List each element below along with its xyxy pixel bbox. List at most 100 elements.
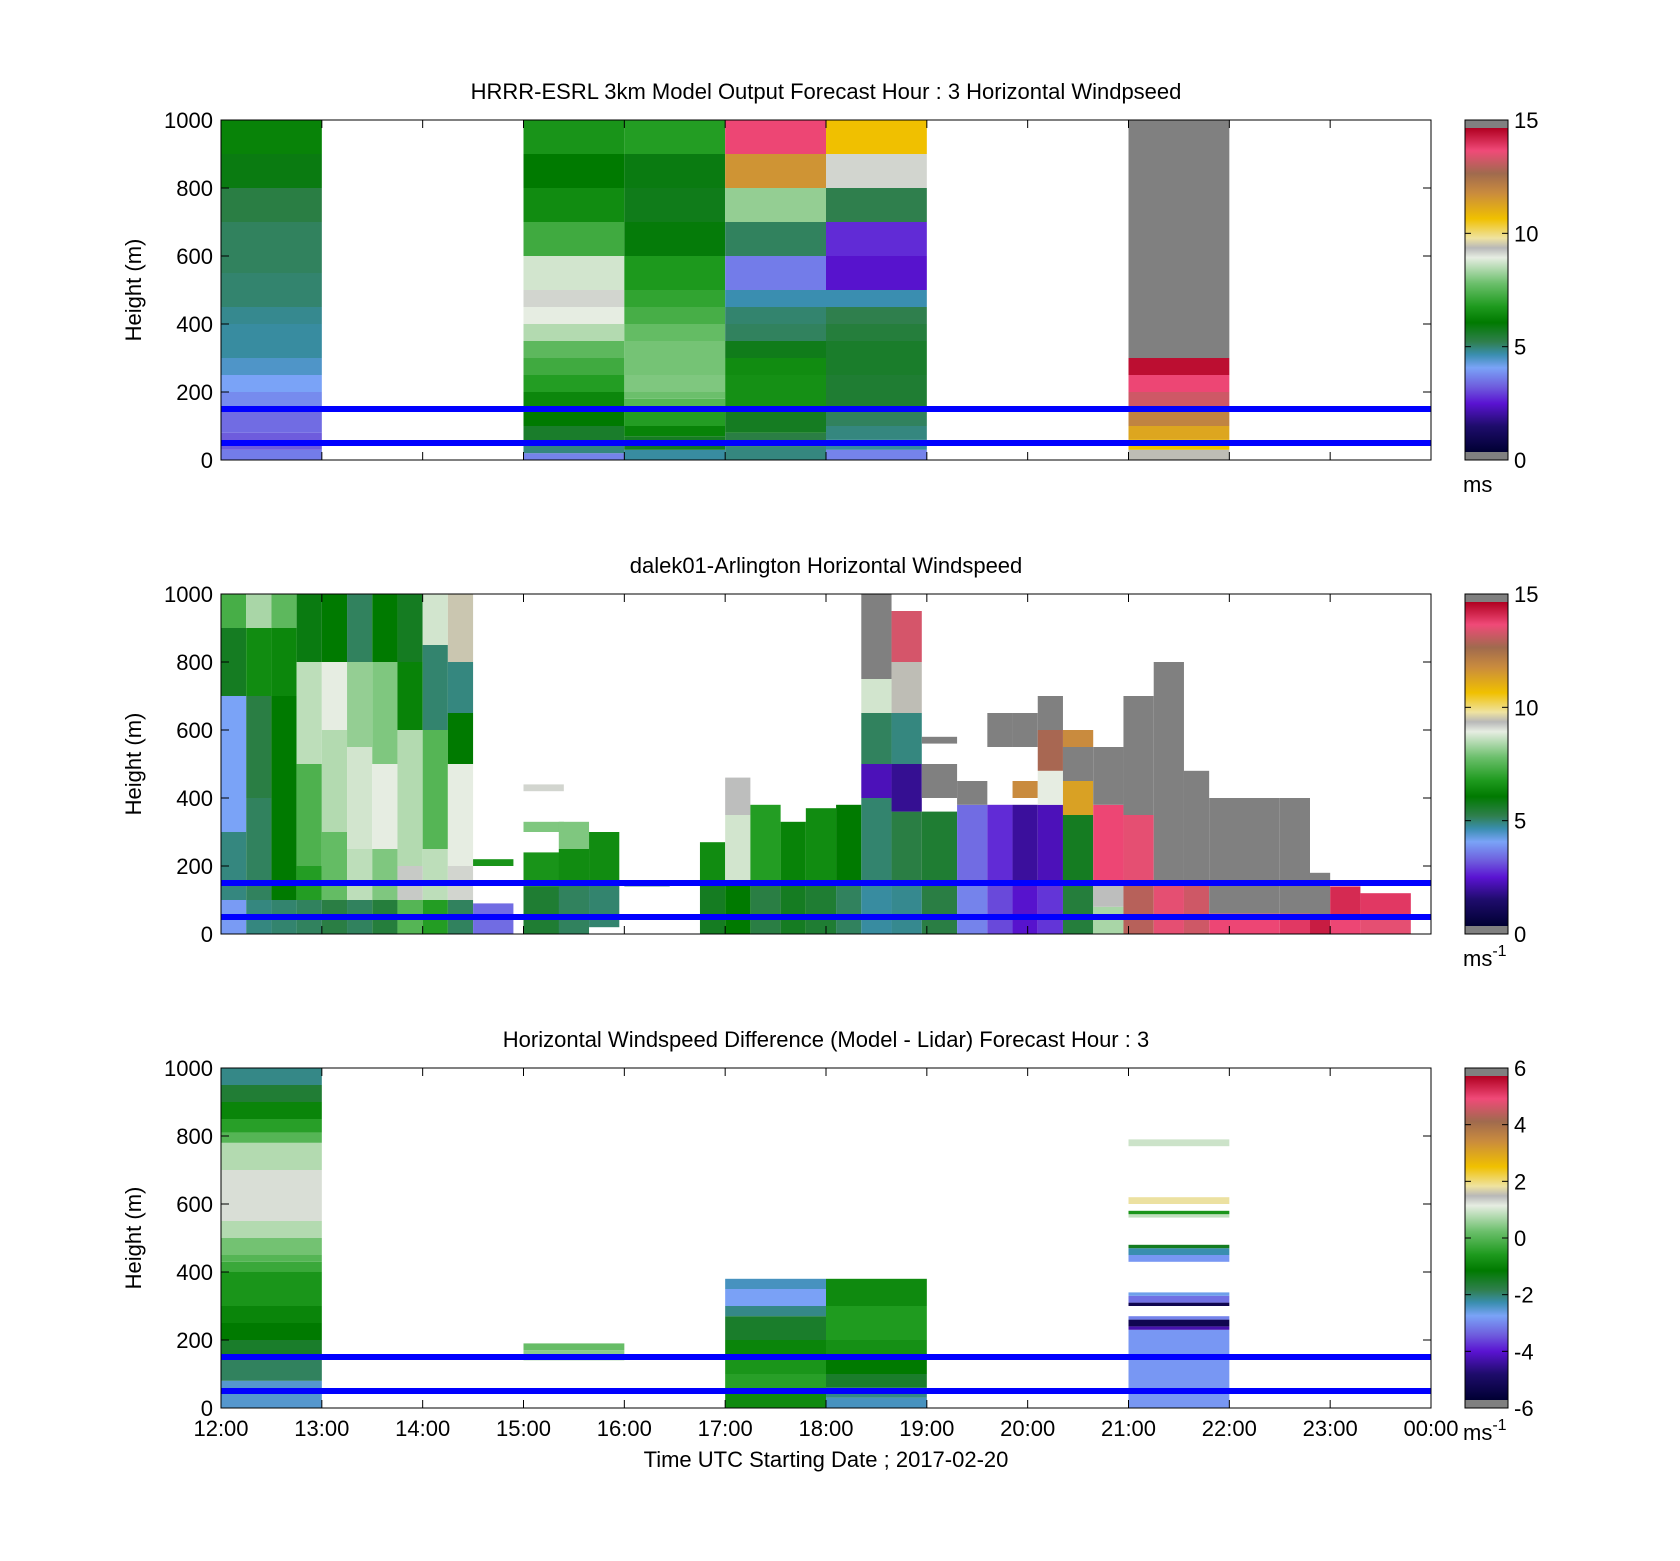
colorbar-frame [1464, 593, 1509, 935]
heatmap-cell [1062, 781, 1094, 815]
heatmap-cell [296, 662, 322, 764]
heatmap-cell [397, 594, 423, 662]
y-tick-label: 600 [176, 244, 213, 269]
heatmap-cell [921, 764, 958, 798]
colorbar-tick-label: 0 [1514, 1226, 1526, 1251]
heatmap-cell [725, 188, 826, 222]
heatmap-cell [347, 662, 373, 747]
colorbar-tick-label: 15 [1514, 582, 1538, 607]
heatmap-cell [1209, 798, 1280, 914]
y-tick-label: 800 [176, 650, 213, 675]
heatmap-cell [523, 341, 625, 358]
heatmap-cell [1128, 120, 1230, 358]
heatmap-cell [221, 1170, 322, 1221]
colorbar: 15 10 5 0 ms [1463, 108, 1538, 497]
heatmap-cell [447, 764, 474, 866]
heatmap-cell [624, 375, 726, 392]
heatmap-cell [1128, 1292, 1230, 1296]
heatmap-cell [805, 808, 837, 883]
colorbar-tick-label: -4 [1514, 1339, 1534, 1364]
y-tick-label: 200 [176, 380, 213, 405]
heatmap-cell [826, 324, 927, 341]
heatmap-cell [1153, 662, 1184, 832]
heatmap-cell [589, 883, 620, 928]
heatmap-cell [422, 594, 448, 645]
heatmap-cell [422, 730, 448, 849]
heatmap-cell [750, 804, 781, 883]
heatmap-cell [221, 409, 322, 433]
heatmap-cell [523, 784, 564, 792]
heatmap-cell [750, 883, 781, 934]
heatmap-cell [1128, 1248, 1230, 1255]
heatmap-cell [1062, 730, 1094, 747]
colorbar-tick-label: -6 [1514, 1396, 1534, 1421]
x-tick-label: 14:00 [395, 1416, 450, 1441]
heatmap-cell [523, 409, 625, 426]
heatmap-cell [589, 832, 620, 883]
heatmap-cell [447, 662, 474, 713]
heatmap-cell [221, 1142, 322, 1170]
heatmap-cell [347, 594, 373, 662]
heatmap-cell [826, 1397, 927, 1408]
x-tick-label: 22:00 [1202, 1416, 1257, 1441]
heatmap-cell [725, 1306, 826, 1317]
colorbar-tick-label: 6 [1514, 1056, 1526, 1081]
panel-title: dalek01-Arlington Horizontal Windspeed [630, 553, 1023, 578]
heatmap-cell [271, 628, 297, 696]
x-tick-label: 16:00 [597, 1416, 652, 1441]
heatmap-cell [624, 222, 726, 256]
heatmap-cell [624, 120, 726, 154]
heatmap-cell [221, 1255, 322, 1262]
y-tick-label: 1000 [164, 1056, 213, 1081]
heatmap-cell [523, 324, 625, 341]
heatmap-cell [826, 409, 927, 426]
heatmap-cell [861, 883, 892, 934]
heatmap-cell [1128, 1139, 1230, 1147]
heatmap-cell [826, 426, 927, 440]
heatmap-cell [1128, 1329, 1230, 1408]
heatmap-cell [1012, 713, 1038, 747]
heatmap-cell [221, 1323, 322, 1340]
heatmap-cell [861, 764, 892, 798]
colorbar-unit-superscript: -1 [1492, 943, 1506, 960]
colorbar-tick-label: -2 [1514, 1283, 1534, 1308]
heatmap-cell [725, 324, 826, 341]
heatmap-cell [1093, 747, 1124, 805]
heatmap-cell [523, 256, 625, 290]
heatmap-cell [987, 804, 1013, 883]
heatmap-cell [725, 1278, 826, 1289]
heatmap-cell [221, 1357, 322, 1381]
heatmap-cell [347, 747, 373, 849]
heatmap-cell [558, 849, 590, 883]
heatmap-cell [372, 764, 398, 849]
heatmap-cell [523, 821, 564, 832]
heatmap-cell [921, 883, 958, 934]
heatmap-cell [221, 1238, 322, 1255]
heatmap-cell [221, 222, 322, 273]
heatmap-cell [523, 375, 625, 392]
heatmap-cell [1012, 883, 1038, 934]
heatmap-cell [826, 1357, 927, 1374]
colorbar-tick-label: 0 [1514, 922, 1526, 947]
heatmap-cell [826, 307, 927, 324]
y-tick-label: 600 [176, 1192, 213, 1217]
colorbar-unit-superscript: -1 [1492, 1417, 1506, 1434]
heatmap-cell [397, 730, 423, 866]
heatmap-cell [957, 781, 988, 805]
heatmap-cell [725, 1289, 826, 1306]
heatmap-cell [1153, 832, 1184, 883]
heatmap-cell [523, 426, 625, 443]
heatmap-cell [1128, 1210, 1230, 1215]
heatmap-cell [1330, 886, 1361, 917]
heatmap-cell [836, 883, 862, 934]
x-tick-label: 18:00 [798, 1416, 853, 1441]
heatmap-cell [447, 713, 474, 764]
heatmap-cell [987, 713, 1013, 747]
colorbar: 6 4 2 0 -2 -4 -6 ms-1 [1463, 1056, 1534, 1445]
heatmap-cell [221, 1119, 322, 1133]
heatmap-cell [221, 273, 322, 307]
heatmap-cell [861, 594, 892, 679]
heatmap-cell [1360, 893, 1411, 917]
heatmap-cell [221, 1102, 322, 1119]
